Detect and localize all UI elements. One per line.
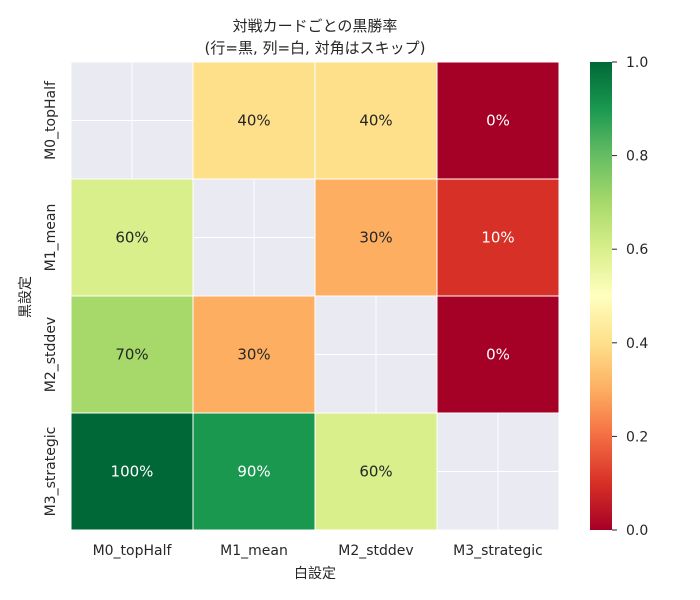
heatmap-cell-label: 100% bbox=[111, 463, 154, 481]
x-tick-label: M2_stddev bbox=[338, 543, 413, 559]
colorbar bbox=[590, 62, 612, 530]
heatmap-cell-labels: 40% 40% 0% 60% 30% 10% 70% 30% 0% 100% 90% 60% bbox=[111, 112, 515, 481]
heatmap-cell-label: 60% bbox=[115, 229, 148, 247]
x-axis-label: 白設定 bbox=[294, 566, 336, 582]
heatmap-cell-label: 30% bbox=[359, 229, 392, 247]
y-tick-label: M3_strategic bbox=[43, 427, 59, 517]
heatmap-cell-label: 40% bbox=[237, 112, 270, 130]
chart-title-line-1: 対戦カードごとの黒勝率 bbox=[233, 17, 398, 35]
colorbar-tick-label: 0.4 bbox=[626, 336, 648, 352]
colorbar-tick-label: 0.2 bbox=[626, 429, 648, 445]
colorbar-tick-label: 0.8 bbox=[626, 149, 648, 165]
x-tick-labels: M0_topHalf M1_mean M2_stddev M3_strategic bbox=[93, 543, 543, 559]
heatmap-cell bbox=[192, 295, 316, 414]
heatmap-cell-label: 60% bbox=[359, 463, 392, 481]
chart-title-line-2: (行=黒, 列=白, 対角はスキップ) bbox=[205, 39, 426, 57]
y-tick-label: M2_stddev bbox=[43, 317, 59, 392]
heatmap-cell bbox=[314, 178, 438, 297]
heatmap-cell bbox=[192, 61, 316, 180]
x-tick-label: M1_mean bbox=[220, 543, 288, 559]
heatmap-cell bbox=[70, 412, 194, 531]
x-tick-label: M0_topHalf bbox=[93, 543, 173, 559]
colorbar-ticks: 0.0 0.2 0.4 0.6 0.8 1.0 bbox=[612, 55, 648, 539]
heatmap-cell bbox=[314, 61, 438, 180]
heatmap-cell-label: 40% bbox=[359, 112, 392, 130]
y-tick-label: M0_topHalf bbox=[43, 80, 59, 160]
heatmap-cell bbox=[70, 295, 194, 414]
heatmap-cell-label: 0% bbox=[486, 112, 510, 130]
heatmap-cell bbox=[436, 61, 560, 180]
heatmap-cell-label: 90% bbox=[237, 463, 270, 481]
y-tick-label: M1_mean bbox=[43, 204, 59, 272]
heatmap-cell-label: 0% bbox=[486, 346, 510, 364]
colorbar-tick-label: 0.6 bbox=[626, 242, 648, 258]
x-tick-label: M3_strategic bbox=[453, 543, 543, 559]
heatmap-cells bbox=[70, 61, 560, 531]
colorbar-tick-label: 0.0 bbox=[626, 523, 648, 539]
heatmap-cell-label: 70% bbox=[115, 346, 148, 364]
heatmap-cell-label: 10% bbox=[481, 229, 514, 247]
y-tick-labels: M0_topHalf M1_mean M2_stddev M3_strategic bbox=[43, 80, 59, 516]
heatmap-cell-label: 30% bbox=[237, 346, 270, 364]
y-axis-label: 黒設定 bbox=[18, 276, 34, 318]
heatmap-cell bbox=[436, 178, 560, 297]
heatmap-cell bbox=[192, 412, 316, 531]
heatmap-cell bbox=[436, 295, 560, 414]
colorbar-tick-label: 1.0 bbox=[626, 55, 648, 71]
